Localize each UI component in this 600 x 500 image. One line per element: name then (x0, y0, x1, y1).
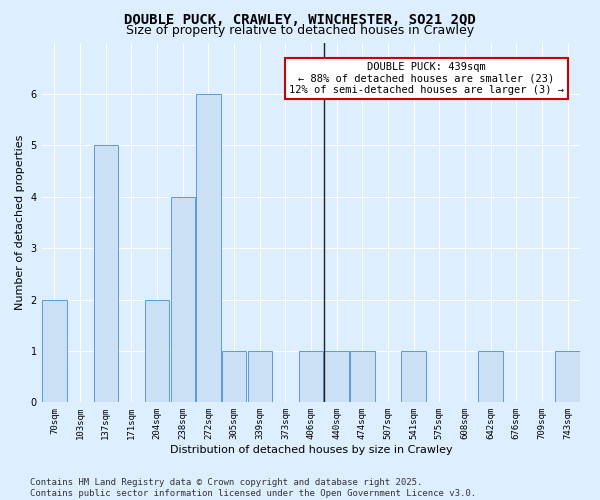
Text: DOUBLE PUCK, CRAWLEY, WINCHESTER, SO21 2QD: DOUBLE PUCK, CRAWLEY, WINCHESTER, SO21 2… (124, 12, 476, 26)
Bar (299, 351, 323, 403)
Bar (478, 351, 503, 403)
Text: DOUBLE PUCK: 439sqm
← 88% of detached houses are smaller (23)
12% of semi-detach: DOUBLE PUCK: 439sqm ← 88% of detached ho… (289, 62, 564, 95)
Bar (170, 196, 195, 402)
Y-axis label: Number of detached properties: Number of detached properties (15, 134, 25, 310)
X-axis label: Distribution of detached houses by size in Crawley: Distribution of detached houses by size … (170, 445, 452, 455)
Bar (325, 351, 349, 403)
Text: Size of property relative to detached houses in Crawley: Size of property relative to detached ho… (126, 24, 474, 37)
Bar (222, 351, 246, 403)
Bar (94, 146, 118, 402)
Bar (196, 94, 221, 402)
Bar (401, 351, 426, 403)
Bar (43, 300, 67, 403)
Bar (556, 351, 580, 403)
Text: Contains HM Land Registry data © Crown copyright and database right 2025.
Contai: Contains HM Land Registry data © Crown c… (30, 478, 476, 498)
Bar (248, 351, 272, 403)
Bar (145, 300, 169, 403)
Bar (350, 351, 374, 403)
